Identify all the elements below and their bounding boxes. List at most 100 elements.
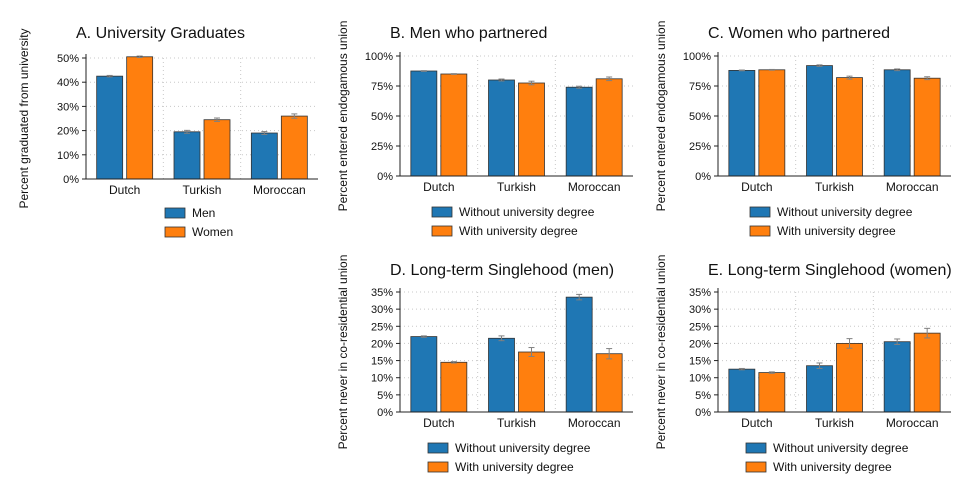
y-tick-label: 50% (371, 111, 393, 123)
y-tick-label: 10% (57, 150, 79, 162)
bar-moroccan-series-2 (595, 353, 623, 413)
y-tick-label: 35% (371, 287, 393, 299)
y-tick-label: 50% (689, 111, 711, 123)
x-tick-label: Turkish (815, 180, 854, 194)
y-tick-label: 75% (689, 81, 711, 93)
chart-title: A. University Graduates (76, 25, 245, 42)
bar-turkish-series-1 (173, 131, 201, 180)
bar-dutch-series-2 (758, 372, 786, 413)
bar-turkish-series-2 (518, 82, 545, 177)
y-axis-label: Percent never in co-residential union (654, 255, 668, 450)
legend: Men Women (164, 206, 233, 239)
bar-turkish-series-1 (488, 79, 515, 177)
legend-swatch (749, 206, 771, 218)
legend-label: With university degree (459, 224, 578, 238)
bar-moroccan-series-1 (565, 296, 593, 413)
bar-turkish-series-1 (488, 337, 515, 413)
chart-title: C. Women who partnered (708, 25, 890, 42)
legend-label: With university degree (455, 460, 574, 474)
bar-turkish-series-2 (836, 77, 863, 177)
bar-moroccan-series-1 (883, 69, 911, 177)
bar-dutch-series-1 (96, 75, 124, 180)
legend-swatch (431, 225, 453, 237)
x-tick-label: Dutch (423, 416, 454, 430)
bar-dutch-series-1 (728, 70, 756, 177)
y-tick-label: 30% (689, 304, 711, 316)
legend-swatch (427, 461, 449, 473)
bar-dutch-series-2 (126, 56, 154, 180)
x-tick-label: Dutch (741, 416, 772, 430)
y-tick-label: 10% (689, 373, 711, 385)
x-tick-label: Moroccan (568, 180, 621, 194)
x-tick-label: Dutch (741, 180, 772, 194)
legend-label: With university degree (773, 460, 892, 474)
chart-panel-c: 0% 25% 50% 75% 100% Dutch Turkish Moroccan C. Wo… (654, 21, 951, 238)
legend-swatch (745, 461, 767, 473)
y-tick-label: 0% (63, 174, 79, 186)
legend-label: Without university degree (459, 205, 595, 219)
x-tick-label: Moroccan (568, 416, 621, 430)
bar-dutch-series-1 (410, 70, 438, 177)
bar-moroccan-series-1 (883, 341, 911, 413)
bar-dutch-series-2 (440, 361, 468, 413)
x-tick-label: Moroccan (253, 183, 306, 197)
legend-swatch (431, 206, 453, 218)
legend-label: Men (192, 206, 215, 220)
bar-dutch-series-1 (728, 368, 756, 413)
y-tick-label: 30% (371, 304, 393, 316)
y-tick-label: 5% (695, 390, 711, 402)
legend-swatch (164, 226, 186, 238)
legend: Without university degree With university… (427, 441, 591, 474)
legend-label: Without university degree (773, 441, 909, 455)
chart-panel-a: 0% 10% 20% 30% 40% 50% Dutch Turkish Moroccan A. … (17, 25, 318, 239)
y-tick-label: 0% (695, 171, 711, 183)
y-tick-label: 35% (689, 287, 711, 299)
bar-dutch-series-2 (758, 69, 786, 177)
y-tick-label: 20% (371, 338, 393, 350)
bar-turkish-series-1 (806, 365, 833, 413)
legend: Without university degree With university… (431, 205, 595, 238)
y-tick-label: 50% (57, 53, 79, 65)
bar-turkish-series-2 (836, 343, 863, 413)
legend-label: Without university degree (455, 441, 591, 455)
legend-label: With university degree (777, 224, 896, 238)
y-tick-label: 75% (371, 81, 393, 93)
legend-swatch (164, 207, 186, 219)
bar-turkish-series-1 (806, 65, 833, 177)
y-tick-label: 25% (689, 321, 711, 333)
y-tick-label: 100% (683, 51, 711, 63)
bar-moroccan-series-2 (913, 77, 941, 177)
bar-moroccan-series-2 (280, 115, 308, 180)
chart-title: B. Men who partnered (390, 25, 547, 42)
chart-panel-b: 0% 25% 50% 75% 100% Dutch Turkish Moroccan B. Me… (336, 21, 633, 238)
legend-swatch (745, 442, 767, 454)
chart-panel-e: 0% 5% 10% 15% 20% 25% 30% 35% Dutch Turkish Morocc… (654, 255, 952, 474)
chart-title: E. Long-term Singlehood (women) (708, 262, 952, 279)
x-tick-label: Turkish (497, 416, 536, 430)
y-tick-label: 10% (371, 373, 393, 385)
bar-turkish-series-2 (203, 119, 231, 180)
y-tick-label: 0% (695, 407, 711, 419)
x-tick-label: Moroccan (886, 180, 939, 194)
bar-dutch-series-2 (440, 73, 468, 177)
y-tick-label: 100% (365, 51, 393, 63)
bar-moroccan-series-1 (565, 86, 593, 177)
y-tick-label: 25% (371, 321, 393, 333)
y-axis-label: Percent never in co-residential union (336, 255, 350, 450)
bar-dutch-series-1 (410, 336, 438, 413)
legend: Without university degree With university… (749, 205, 913, 238)
x-tick-label: Dutch (109, 183, 140, 197)
bar-moroccan-series-2 (595, 78, 623, 177)
chart-panel-d: 0% 5% 10% 15% 20% 25% 30% 35% Dutch Turkish Morocc… (336, 255, 633, 474)
y-tick-label: 5% (377, 390, 393, 402)
legend-label: Without university degree (777, 205, 913, 219)
y-axis-label: Percent entered endogamous union (654, 21, 668, 212)
y-axis-label: Percent graduated from university (17, 28, 31, 208)
x-tick-label: Dutch (423, 180, 454, 194)
x-tick-label: Turkish (183, 183, 222, 197)
bar-moroccan-series-2 (913, 332, 941, 413)
y-tick-label: 15% (371, 356, 393, 368)
bar-turkish-series-2 (518, 351, 545, 413)
legend-swatch (749, 225, 771, 237)
